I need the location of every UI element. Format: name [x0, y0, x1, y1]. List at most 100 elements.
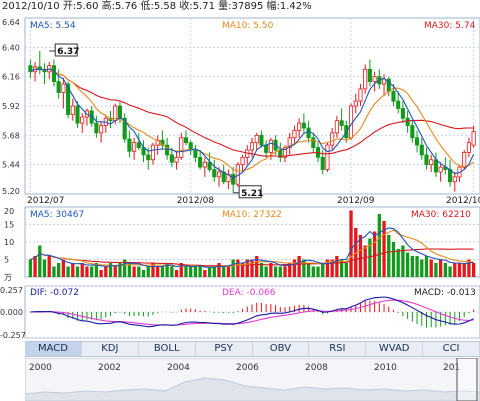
candle-body: [471, 131, 476, 146]
candle-body: [419, 144, 424, 156]
volume-ma-lines: [30, 227, 474, 268]
dif-legend: DIF: -0.072: [30, 288, 79, 298]
indicator-tabs: MACD KDJ BOLL PSY OBV RSI WVAD CCI: [25, 341, 480, 357]
candle-body: [174, 156, 179, 163]
candle-body: [297, 122, 302, 131]
macd-y-tick: -0.257: [0, 331, 26, 340]
candle-body: [169, 154, 174, 163]
volume-bar: [354, 228, 358, 277]
price-y-tick: 5.68: [2, 131, 20, 140]
candle-body: [61, 83, 66, 93]
volume-bar: [156, 266, 160, 277]
candle-body: [372, 76, 377, 82]
volume-bar: [193, 266, 198, 277]
candle-body: [358, 88, 363, 102]
candle-body: [51, 65, 56, 82]
volume-ma5-line: [30, 227, 474, 268]
timeline-navigator[interactable]: 2000 2002 2004 2006 2008 2010 201: [25, 358, 480, 401]
tab-cci[interactable]: CCI: [423, 342, 480, 356]
volume-bar: [47, 256, 51, 277]
low-label: 低:: [140, 1, 154, 12]
tab-obv[interactable]: OBV: [253, 342, 310, 356]
tab-kdj[interactable]: KDJ: [82, 342, 139, 356]
volume-bar: [344, 263, 348, 277]
annotation-label: 6.37: [57, 47, 79, 57]
tab-rsi[interactable]: RSI: [309, 342, 367, 356]
volume-bar: [179, 263, 183, 277]
price-ma30-legend: MA30: 5.74: [424, 21, 476, 31]
candle-body: [264, 144, 269, 153]
candle-body: [339, 120, 344, 126]
candle-body: [415, 137, 420, 146]
volume-bar: [368, 238, 372, 277]
volume-label: 量:: [218, 1, 232, 12]
volume-y-tick: 20: [4, 207, 14, 216]
candle-body: [433, 159, 438, 173]
volume-bar: [198, 266, 202, 277]
price-x-labels: 2012/07 2012/08 2012/09 2012/10: [27, 196, 480, 206]
volume-bar: [302, 259, 306, 277]
candle-body: [28, 65, 33, 73]
timeline-year-label: 2010: [374, 363, 397, 373]
volume-bar: [288, 263, 292, 277]
price-ma-lines: [30, 68, 475, 179]
candle-body: [325, 144, 330, 170]
volume-ma5-legend: MA5: 30467: [30, 210, 84, 220]
candle-body: [268, 139, 273, 153]
volume-bar: [42, 259, 47, 277]
volume-bar: [382, 221, 386, 277]
volume-bar: [226, 266, 231, 277]
tab-boll[interactable]: BOLL: [139, 342, 196, 356]
volume-bar: [203, 270, 207, 277]
volume-bar: [80, 263, 84, 277]
volume-bar: [453, 263, 457, 277]
candle-body: [66, 83, 71, 115]
timeline-year-label: 2004: [167, 363, 190, 373]
candle-body: [212, 169, 217, 178]
volume-bar: [443, 263, 447, 277]
tab-wvad[interactable]: WVAD: [366, 342, 424, 356]
volume-bar: [146, 266, 150, 277]
volume-bar: [292, 259, 297, 277]
volume-bar: [231, 259, 235, 277]
volume-bar: [325, 259, 330, 277]
timeline-year-labels: 2000 2002 2004 2006 2008 2010 201: [29, 363, 460, 373]
volume-bar: [160, 266, 165, 277]
macd-y-ticks: 0.257 0.000 -0.257: [0, 286, 26, 340]
volume-bar: [269, 263, 273, 277]
candle-body: [391, 90, 396, 102]
candle-body: [292, 130, 297, 139]
macd-y-tick: 0.000: [0, 308, 23, 317]
volume-ma30-legend: MA30: 62210: [411, 210, 471, 220]
volume-bar: [108, 263, 113, 277]
volume-bar: [321, 263, 325, 277]
volume-bar: [61, 259, 66, 277]
price-x-label: 2012/08: [177, 196, 215, 206]
candle-body: [438, 166, 443, 173]
dea-legend: DEA: -0.066: [222, 288, 276, 298]
candle-body: [367, 68, 372, 82]
candle-body: [183, 137, 189, 144]
volume-bar: [94, 263, 99, 277]
candle-body: [188, 142, 193, 151]
candle-body: [117, 105, 123, 119]
tab-macd[interactable]: MACD: [25, 342, 82, 356]
price-y-tick: 6.40: [2, 43, 20, 52]
volume-bar: [278, 266, 282, 277]
volume-bar: [250, 259, 254, 277]
volume-y-tick: 15: [4, 221, 14, 230]
candle-body: [99, 125, 104, 134]
candle-body: [259, 134, 264, 146]
volume-y-tick: 10: [4, 238, 14, 247]
timeline-year-label: 2002: [98, 363, 121, 373]
candle-body: [207, 161, 212, 170]
candle-body: [146, 154, 151, 161]
volume-ma30-line: [30, 248, 474, 267]
candle-body: [249, 142, 255, 151]
price-y-tick: 6.16: [2, 73, 20, 82]
volume-bar: [462, 263, 466, 277]
timeline-window-handle[interactable]: [456, 358, 478, 401]
candle-body: [94, 122, 99, 134]
tab-psy[interactable]: PSY: [196, 342, 253, 356]
open-label: 开:: [62, 1, 77, 12]
